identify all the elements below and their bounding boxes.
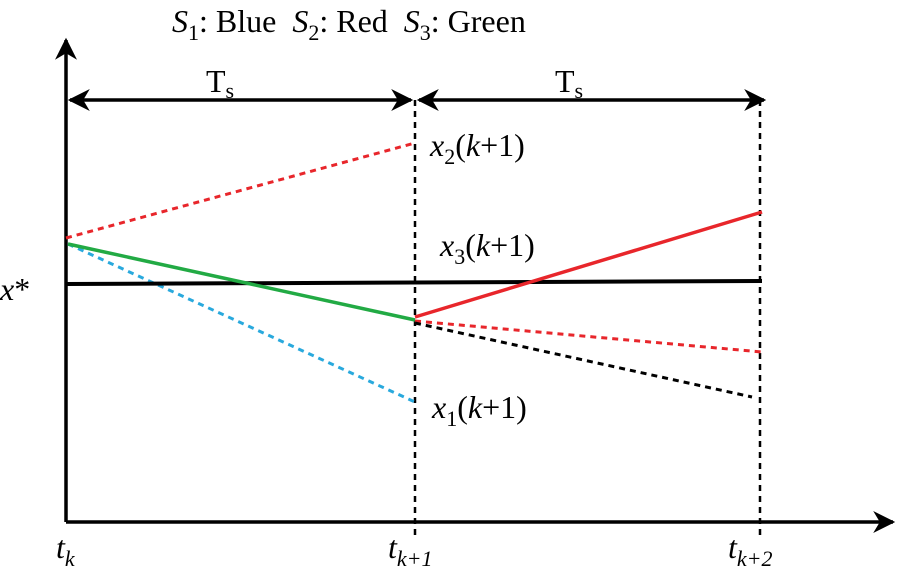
- period-main: T: [555, 63, 575, 99]
- time-label: tk+2: [728, 529, 773, 571]
- period-label: Ts: [555, 63, 583, 103]
- period-label: Ts: [206, 63, 234, 103]
- state-k: k: [476, 227, 491, 263]
- reference-mark: *: [14, 271, 30, 307]
- legend-sub: 3: [420, 20, 431, 45]
- reference-var: x: [0, 271, 14, 307]
- time-sub: k+1: [397, 546, 433, 571]
- period-main: T: [206, 63, 226, 99]
- legend: S1: Blue S2: Red S3: Green: [172, 3, 526, 45]
- black-prediction: [414, 321, 753, 399]
- state-k: k: [468, 389, 483, 425]
- state-sub: 1: [446, 406, 457, 431]
- state-var: x: [429, 127, 444, 163]
- green-trajectory: [67, 242, 416, 322]
- reference-label: x*: [0, 271, 30, 307]
- state-label: x2(k+1): [429, 127, 525, 169]
- state-rest: +1): [482, 389, 527, 425]
- red-prediction: [414, 319, 763, 354]
- time-sub: k: [65, 546, 76, 571]
- state-label: x1(k+1): [431, 389, 527, 431]
- red-trajectory: [414, 210, 763, 319]
- legend-sub: 1: [188, 20, 199, 45]
- time-sub: k+2: [737, 546, 773, 571]
- state-sub: 3: [454, 244, 465, 269]
- reference-line: [65, 279, 763, 286]
- time-var: t: [56, 529, 66, 565]
- state-rest: +1): [490, 227, 535, 263]
- state-open: (: [455, 127, 466, 163]
- state-var: x: [431, 389, 446, 425]
- legend-text: : Green: [431, 3, 526, 39]
- legend-text: : Blue: [199, 3, 276, 39]
- legend-var: S: [292, 3, 308, 39]
- state-rest: +1): [480, 127, 525, 163]
- time-label: tk: [56, 529, 76, 571]
- blue-prediction: [67, 242, 416, 404]
- state-label: x3(k+1): [439, 227, 535, 269]
- legend-sub: 2: [308, 20, 319, 45]
- period-sub: s: [226, 78, 235, 103]
- state-open: (: [465, 227, 476, 263]
- time-label: tk+1: [388, 529, 433, 571]
- state-sub: 2: [444, 144, 455, 169]
- period-sub: s: [575, 78, 584, 103]
- legend-text: : Red: [319, 3, 387, 39]
- red-prediction: [65, 141, 416, 240]
- time-var: t: [728, 529, 738, 565]
- state-var: x: [439, 227, 454, 263]
- legend-var: S: [172, 3, 188, 39]
- time-var: t: [388, 529, 398, 565]
- state-k: k: [466, 127, 481, 163]
- legend-var: S: [404, 3, 420, 39]
- state-open: (: [457, 389, 468, 425]
